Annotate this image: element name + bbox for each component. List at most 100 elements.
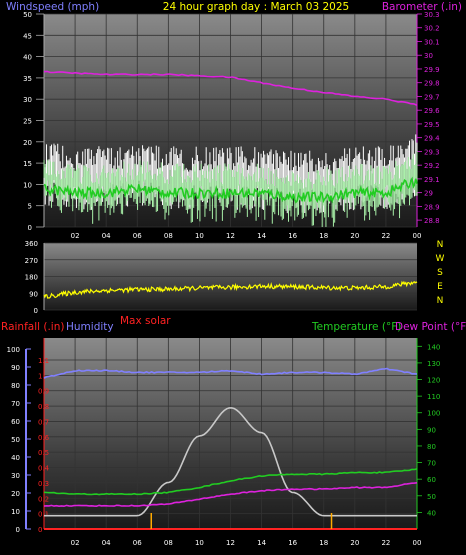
humidity-tick-label: 70 [11, 400, 20, 408]
wind-x-tick-label: 06 [133, 232, 142, 240]
temperature-tick-label: 90 [427, 426, 436, 434]
humidity-tick-label: 50 [11, 436, 20, 444]
bottom-x-tick-label: 08 [164, 539, 173, 547]
max-solar-header: Max solar [120, 315, 171, 327]
temperature-tick-label: 40 [427, 509, 436, 517]
wind-right-tick-label: 30.2 [424, 25, 440, 33]
bottom-x-tick-label: 04 [102, 539, 111, 547]
temperature-header: Temperature (°F) [311, 321, 401, 333]
wind-x-tick-label: 08 [164, 232, 173, 240]
bottom-x-tick-label: 02 [71, 539, 80, 547]
direction-grid [43, 242, 417, 311]
bottom-x-tick-label: 00 [413, 539, 422, 547]
bottom-grid [25, 338, 418, 530]
wind-right-tick-label: 29.6 [424, 107, 440, 115]
wind-right-tick-label: 29.1 [424, 176, 440, 184]
rain-axis: 0 0.1 0.2 0.3 0.4 0.5 0.6 0.7 0.8 0.9 1 1.1 [38, 357, 50, 534]
wind-left-tick-label: 20 [23, 139, 32, 147]
temperature-tick-label: 100 [427, 410, 440, 418]
rain-tick-label: 0.1 [38, 511, 49, 519]
humidity-tick-label: 40 [11, 454, 20, 462]
wind-right-tick-label: 30.1 [424, 38, 440, 46]
wind-x-tick-label: 04 [102, 232, 111, 240]
wind-right-tick-label: 29.7 [424, 93, 440, 101]
wind-x-tick-label: 18 [319, 232, 328, 240]
bottom-x-tick-label: 12 [226, 539, 235, 547]
bottom-x-tick-label: 20 [350, 539, 359, 547]
wind-x-tick-label: 02 [71, 232, 80, 240]
wind-left-tick-label: 0 [28, 224, 32, 232]
humidity-tick-label: 30 [11, 472, 20, 480]
compass-label: N [437, 240, 444, 250]
wind-x-tick-label: 16 [288, 232, 297, 240]
humidity-tick-label: 20 [11, 490, 20, 498]
direction-series [43, 280, 418, 299]
wind-right-tick-label: 30.3 [424, 11, 440, 19]
rain-tick-label: 1 [38, 372, 42, 380]
wind-left-tick-label: 35 [23, 75, 32, 83]
wind-right-tick-label: 29 [424, 190, 433, 198]
wind-average-line [43, 176, 418, 204]
wind-x-tick-label: 14 [257, 232, 266, 240]
wind-direction-line [43, 280, 418, 299]
temperature-tick-label: 140 [427, 343, 440, 351]
wind-x-tick-label: 00 [413, 232, 422, 240]
wind-right-tick-label: 29.5 [424, 121, 440, 129]
wind-left-tick-label: 40 [23, 54, 32, 62]
wind-x-tick-label: 10 [195, 232, 204, 240]
temperature-tick-label: 70 [427, 460, 436, 468]
bottom-x-tick-label: 14 [257, 539, 266, 547]
humidity-line [43, 367, 418, 379]
dew-point-line [43, 482, 418, 508]
wind-x-tick-label: 22 [381, 232, 390, 240]
humidity-axis: 0 10 20 30 40 50 60 70 80 90 100 [7, 346, 31, 534]
wind-left-tick-label: 10 [23, 181, 32, 189]
temperature-tick-label: 80 [427, 443, 436, 451]
wind-x-tick-label: 12 [226, 232, 235, 240]
wind-right-tick-label: 29.2 [424, 162, 440, 170]
direction-tick-label: 360 [25, 240, 38, 248]
bottom-x-tick-label: 10 [195, 539, 204, 547]
bottom-series [43, 367, 418, 530]
wind-left-tick-label: 5 [28, 203, 32, 211]
direction-tick-label: 270 [25, 257, 38, 265]
wind-x-axis: 02 04 06 08 10 12 14 16 18 20 22 00 [71, 232, 422, 240]
rain-tick-label: 0.3 [38, 480, 49, 488]
wind-left-tick-label: 25 [23, 118, 32, 126]
humidity-header: Humidity [66, 321, 114, 333]
temperature-tick-label: 130 [427, 360, 440, 368]
bottom-x-tick-label: 16 [288, 539, 297, 547]
rain-tick-label: 0.2 [38, 495, 49, 503]
bottom-x-tick-label: 18 [319, 539, 328, 547]
rain-tick-label: 0.6 [38, 434, 50, 442]
rain-tick-label: 0.9 [38, 388, 49, 396]
windspeed-header: Windspeed (mph) [6, 1, 99, 13]
humidity-tick-label: 0 [16, 526, 20, 534]
compass-label: W [436, 254, 445, 264]
wind-left-tick-label: 15 [23, 160, 32, 168]
direction-left-axis: 0 90 180 270 360 [25, 240, 38, 315]
direction-tick-label: 180 [25, 274, 38, 282]
wind-right-tick-label: 29.4 [424, 135, 440, 143]
rain-tick-label: 0.7 [38, 418, 49, 426]
rain-tick-label: 0.4 [38, 465, 50, 473]
rainfall-header: Rainfall (.in) [1, 321, 64, 333]
temperature-line [43, 468, 418, 496]
wind-right-tick-label: 28.8 [424, 217, 440, 225]
direction-tick-label: 90 [29, 290, 38, 298]
barometer-header: Barometer (.in) [382, 1, 462, 13]
bottom-x-tick-label: 06 [133, 539, 142, 547]
date-header: 24 hour graph day : March 03 2025 [163, 1, 349, 13]
direction-tick-label: 0 [34, 307, 38, 315]
wind-right-tick-label: 29.8 [424, 80, 440, 88]
wind-right-tick-label: 30 [424, 52, 433, 60]
rain-tick-label: 0.8 [38, 403, 49, 411]
wind-right-tick-label: 29.3 [424, 148, 440, 156]
wind-left-axis: 0 5 10 15 20 25 30 35 40 45 50 [23, 11, 44, 232]
humidity-tick-label: 100 [7, 346, 20, 354]
compass-label: S [437, 268, 443, 278]
rain-tick-label: 0 [38, 526, 42, 534]
